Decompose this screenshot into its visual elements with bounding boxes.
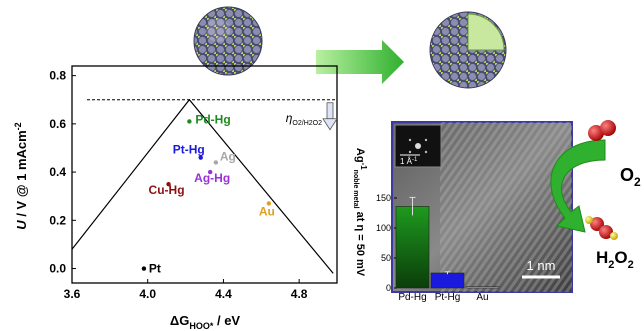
axis-ticks: 3.6 4.0 4.4 4.8 0.0 0.2 0.4 0.6 0.8 [49,69,307,301]
fft-scale-label: 1 Å-1 [400,157,418,166]
bar-y-tick-label: 0 [386,283,391,293]
point-label-ag-hg: Ag-Hg [194,171,230,185]
y-tick-label: 0.8 [49,69,66,83]
y-tick-label: 0.2 [49,213,66,227]
reaction-arrow [550,139,606,233]
data-point-ag [213,160,219,165]
bar-chart: 0 50 100 150 Pd-Hg Pt-Hg Au [376,193,500,303]
bar-pt-hg [430,272,465,289]
o2-label: O2 [620,165,641,189]
data-point-ag-hg [207,169,213,175]
volcano-plot: 3.6 4.0 4.4 4.8 0.0 0.2 0.4 0.6 0.8 ηO2/H2O2 Pd-… [13,65,338,331]
bar-y-tick-label: 150 [376,193,391,203]
x-axis-label: ΔGHOO* / eV [170,313,241,331]
data-point-pt [141,266,147,271]
x-tick-label: 4.8 [291,287,308,301]
x-tick-label: 3.6 [64,287,81,301]
overpotential-arrow-shaft [326,102,334,120]
x-tick-label: 4.4 [215,287,232,301]
point-label-au: Au [259,204,275,218]
h2o2-label: H2O2 [596,248,634,271]
sliced-nanoparticle-illustration [429,11,507,89]
tem-scale-label: 1 nm [527,258,556,273]
point-label-ag: Ag [220,149,236,163]
data-point-cu-hg [166,181,171,187]
data-points: Pd-Hg Pt-Hg Ag Ag-Hg Cu-Hg Au Pt [141,112,275,276]
bar-y-tick-label: 50 [381,253,391,263]
y-axis-label: U / V @ 1 mAcm-2 [13,122,29,229]
nanoparticle-illustration [193,6,263,76]
h2o2-molecule [585,216,618,240]
y-tick-label: 0.0 [49,262,66,276]
bar-pd-hg [395,206,430,289]
y-tick-label: 0.6 [49,117,66,131]
bar-au [465,286,500,289]
point-label-pt-hg: Pt-Hg [173,143,205,157]
o2-molecule [588,120,616,141]
point-label-pt: Pt [149,262,161,276]
point-label-pd-hg: Pd-Hg [195,112,230,126]
process-arrow [316,40,404,84]
x-tick-label: 4.0 [139,287,156,301]
volcano-lines: ηO2/H2O2 [71,98,338,274]
data-point-pt-hg [198,155,203,160]
plot-frame [71,65,338,284]
data-point-au [266,201,272,206]
data-point-pd-hg [187,119,192,124]
overpotential-label: ηO2/H2O2 [286,111,322,127]
point-label-cu-hg: Cu-Hg [149,183,185,197]
bar-category-label: Pt-Hg [435,292,461,303]
tem-panel: 1 Å-1 0 50 100 150 Pd-Hg Pt-Hg Au 1 nm Ag-1nob… [352,121,573,303]
overpotential-arrow-head [322,118,338,131]
bar-y-axis-label: Ag-1noble metal at η = 50 mV [352,148,368,277]
bar-category-label: Pd-Hg [398,292,426,303]
y-tick-label: 0.4 [49,165,66,179]
bar-category-label: Au [476,292,488,303]
bar-y-tick-label: 100 [376,223,391,233]
